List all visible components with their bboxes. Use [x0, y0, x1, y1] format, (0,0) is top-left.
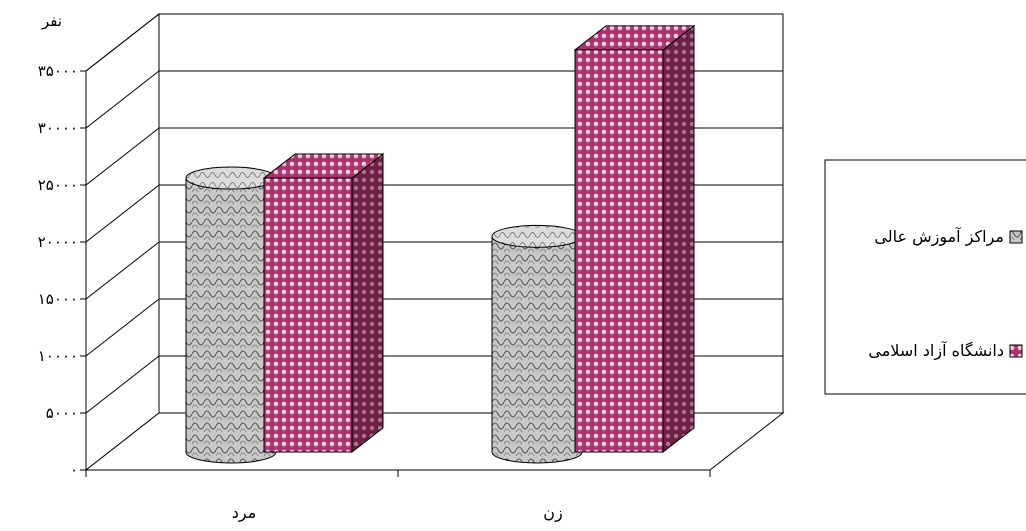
cylinder-body — [491, 235, 583, 464]
legend-label: مراکز آموزش عالی — [874, 227, 1004, 247]
x-axis-labels: مرد زن — [85, 470, 711, 523]
gridline-side — [85, 70, 160, 129]
bar-cylinder — [185, 166, 277, 464]
legend-swatch — [1009, 344, 1023, 358]
legend: مراکز آموزش عالی دانشگاه آزاد اسلامی — [824, 159, 1026, 395]
y-axis-label: نفر — [41, 12, 62, 30]
gridline-side — [85, 241, 160, 300]
gridline-side — [85, 184, 160, 243]
y-tick-label: ۰ — [70, 461, 78, 479]
bars — [185, 24, 696, 464]
y-tick-label: ۲۵۰۰۰ — [38, 176, 78, 194]
y-tick-label: ۱۵۰۰۰ — [38, 290, 78, 308]
box-front — [263, 177, 353, 453]
cylinder-top — [185, 166, 277, 190]
gridline-side — [85, 298, 160, 357]
cylinder-body — [185, 177, 277, 464]
y-tick-label: ۳۰۰۰۰ — [38, 119, 78, 137]
bar-box — [262, 153, 385, 454]
y-tick-label: ۳۵۰۰۰ — [38, 62, 78, 80]
cylinder-top — [491, 224, 583, 248]
gridline-side — [85, 13, 160, 72]
y-axis-ticks: ۰ ۵۰۰۰ ۱۰۰۰۰ ۱۵۰۰۰ ۲۰۰۰۰ ۲۵۰۰۰ ۳۰۰۰۰ ۳۵۰۰۰ — [38, 62, 86, 479]
gridline-side — [85, 127, 160, 186]
side-wall — [85, 12, 160, 472]
gridline-side — [85, 355, 160, 414]
y-tick-label: ۲۰۰۰۰ — [38, 233, 78, 251]
legend-label: دانشگاه آزاد اسلامی — [868, 341, 1004, 361]
bar-box — [573, 24, 696, 454]
box-front — [574, 49, 664, 453]
legend-box — [824, 159, 1026, 395]
bar-cylinder — [491, 224, 583, 464]
y-tick-label: ۵۰۰۰ — [46, 404, 78, 422]
y-tick-label: ۱۰۰۰۰ — [38, 347, 78, 365]
box-side — [662, 24, 695, 454]
box-side — [351, 153, 384, 454]
x-tick-label: زن — [543, 503, 562, 523]
legend-swatch — [1009, 230, 1023, 244]
x-tick-label: مرد — [232, 503, 257, 523]
